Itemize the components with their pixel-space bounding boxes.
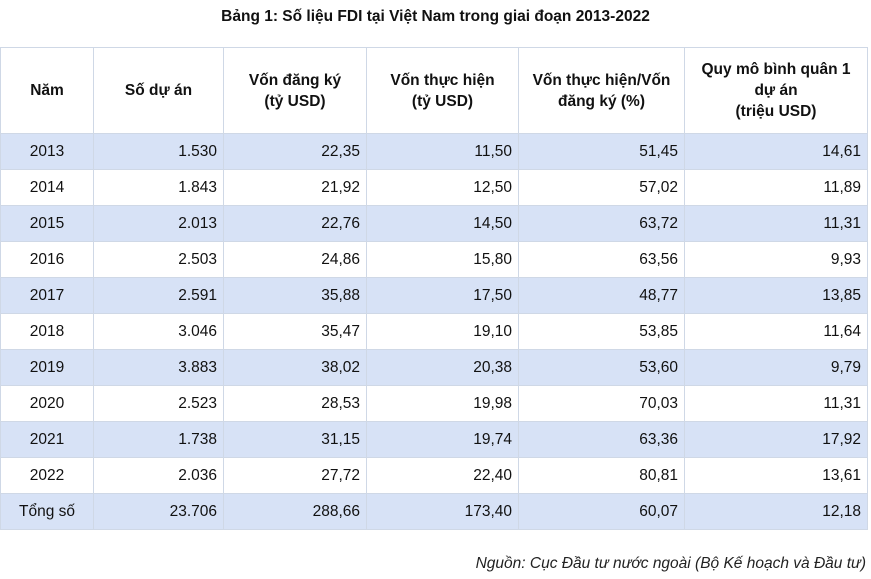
cell-average-project-size: 9,79: [684, 349, 868, 386]
table-row: 2022 2.036 27,72 22,40 80,81 13,61: [0, 457, 868, 494]
cell-registered-capital: 22,76: [223, 205, 367, 242]
header-line: đăng ký (%): [558, 92, 645, 110]
cell-disbursement-ratio: 53,85: [518, 313, 685, 350]
header-line: Quy mô bình quân 1: [701, 61, 851, 78]
header-year: Năm: [0, 47, 94, 134]
cell-project-count: 23.706: [93, 493, 224, 530]
cell-disbursed-capital: 19,74: [366, 421, 519, 458]
cell-disbursement-ratio: 80,81: [518, 457, 685, 494]
cell-average-project-size: 14,61: [684, 133, 868, 170]
cell-disbursed-capital: 173,40: [366, 493, 519, 530]
cell-disbursement-ratio: 57,02: [518, 169, 685, 206]
cell-disbursed-capital: 15,80: [366, 241, 519, 278]
header-line: Năm: [30, 82, 64, 99]
header-average-project-size: Quy mô bình quân 1 dự án (triệu USD): [684, 47, 868, 134]
table-row: 2018 3.046 35,47 19,10 53,85 11,64: [0, 313, 868, 350]
cell-disbursed-capital: 22,40: [366, 457, 519, 494]
header-line: Vốn thực hiện/Vốn: [532, 71, 671, 89]
cell-average-project-size: 11,31: [684, 205, 868, 242]
cell-project-count: 2.036: [93, 457, 224, 494]
cell-year: 2019: [0, 349, 94, 386]
cell-project-count: 1.843: [93, 169, 224, 206]
header-disbursement-ratio: Vốn thực hiện/Vốn đăng ký (%): [518, 47, 685, 134]
cell-year: 2017: [0, 277, 94, 314]
table-row: 2013 1.530 22,35 11,50 51,45 14,61: [0, 133, 868, 170]
cell-project-count: 3.883: [93, 349, 224, 386]
cell-project-count: 1.738: [93, 421, 224, 458]
header-disbursed-capital: Vốn thực hiện (tỷ USD): [366, 47, 519, 134]
cell-disbursement-ratio: 63,72: [518, 205, 685, 242]
table-row: 2014 1.843 21,92 12,50 57,02 11,89: [0, 169, 868, 206]
cell-registered-capital: 31,15: [223, 421, 367, 458]
cell-registered-capital: 38,02: [223, 349, 367, 386]
header-line: (tỷ USD): [411, 92, 474, 110]
cell-disbursed-capital: 12,50: [366, 169, 519, 206]
header-row: Năm Số dự án Vốn đăng ký (tỷ USD) Vốn th…: [0, 47, 868, 134]
fdi-table: Năm Số dự án Vốn đăng ký (tỷ USD) Vốn th…: [0, 47, 868, 530]
table-row: 2020 2.523 28,53 19,98 70,03 11,31: [0, 385, 868, 422]
cell-registered-capital: 35,47: [223, 313, 367, 350]
cell-registered-capital: 288,66: [223, 493, 367, 530]
header-project-count: Số dự án: [93, 47, 224, 134]
cell-average-project-size: 9,93: [684, 241, 868, 278]
cell-disbursement-ratio: 63,56: [518, 241, 685, 278]
cell-disbursed-capital: 17,50: [366, 277, 519, 314]
table-row: 2015 2.013 22,76 14,50 63,72 11,31: [0, 205, 868, 242]
cell-disbursement-ratio: 63,36: [518, 421, 685, 458]
cell-year: 2013: [0, 133, 94, 170]
cell-year: Tổng số: [0, 493, 94, 530]
header-line: Vốn thực hiện: [390, 71, 495, 89]
cell-registered-capital: 24,86: [223, 241, 367, 278]
table-row: 2017 2.591 35,88 17,50 48,77 13,85: [0, 277, 868, 314]
cell-project-count: 2.523: [93, 385, 224, 422]
cell-average-project-size: 13,85: [684, 277, 868, 314]
cell-disbursement-ratio: 48,77: [518, 277, 685, 314]
cell-registered-capital: 35,88: [223, 277, 367, 314]
total-row: Tổng số 23.706 288,66 173,40 60,07 12,18: [0, 493, 868, 530]
cell-project-count: 3.046: [93, 313, 224, 350]
cell-year: 2015: [0, 205, 94, 242]
cell-project-count: 2.503: [93, 241, 224, 278]
cell-year: 2018: [0, 313, 94, 350]
cell-project-count: 2.591: [93, 277, 224, 314]
cell-year: 2020: [0, 385, 94, 422]
cell-disbursement-ratio: 60,07: [518, 493, 685, 530]
cell-average-project-size: 13,61: [684, 457, 868, 494]
cell-disbursement-ratio: 51,45: [518, 133, 685, 170]
cell-average-project-size: 11,64: [684, 313, 868, 350]
cell-registered-capital: 27,72: [223, 457, 367, 494]
table-body: 2013 1.530 22,35 11,50 51,45 14,61 2014 1.843 21…: [0, 133, 868, 530]
header-line: (tỷ USD): [264, 92, 326, 110]
cell-average-project-size: 11,31: [684, 385, 868, 422]
cell-year: 2014: [0, 169, 94, 206]
cell-disbursed-capital: 19,98: [366, 385, 519, 422]
cell-year: 2022: [0, 457, 94, 494]
cell-disbursement-ratio: 53,60: [518, 349, 685, 386]
header-line: dự án: [754, 82, 798, 99]
cell-year: 2016: [0, 241, 94, 278]
header-line: Vốn đăng ký: [248, 71, 342, 89]
cell-registered-capital: 22,35: [223, 133, 367, 170]
cell-disbursed-capital: 20,38: [366, 349, 519, 386]
cell-average-project-size: 12,18: [684, 493, 868, 530]
cell-disbursed-capital: 19,10: [366, 313, 519, 350]
cell-project-count: 2.013: [93, 205, 224, 242]
source-note: Nguồn: Cục Đầu tư nước ngoài (Bộ Kế hoạc…: [475, 555, 866, 572]
cell-year: 2021: [0, 421, 94, 458]
table-row: 2016 2.503 24,86 15,80 63,56 9,93: [0, 241, 868, 278]
header-line: Số dự án: [124, 82, 193, 99]
cell-project-count: 1.530: [93, 133, 224, 170]
cell-average-project-size: 17,92: [684, 421, 868, 458]
table-row: 2021 1.738 31,15 19,74 63,36 17,92: [0, 421, 868, 458]
table-title: Bảng 1: Số liệu FDI tại Việt Nam trong g…: [221, 8, 650, 25]
cell-average-project-size: 11,89: [684, 169, 868, 206]
cell-disbursement-ratio: 70,03: [518, 385, 685, 422]
header-line: (triệu USD): [735, 103, 817, 120]
cell-disbursed-capital: 11,50: [366, 133, 519, 170]
header-registered-capital: Vốn đăng ký (tỷ USD): [223, 47, 367, 134]
cell-registered-capital: 28,53: [223, 385, 367, 422]
cell-disbursed-capital: 14,50: [366, 205, 519, 242]
cell-registered-capital: 21,92: [223, 169, 367, 206]
table-row: 2019 3.883 38,02 20,38 53,60 9,79: [0, 349, 868, 386]
